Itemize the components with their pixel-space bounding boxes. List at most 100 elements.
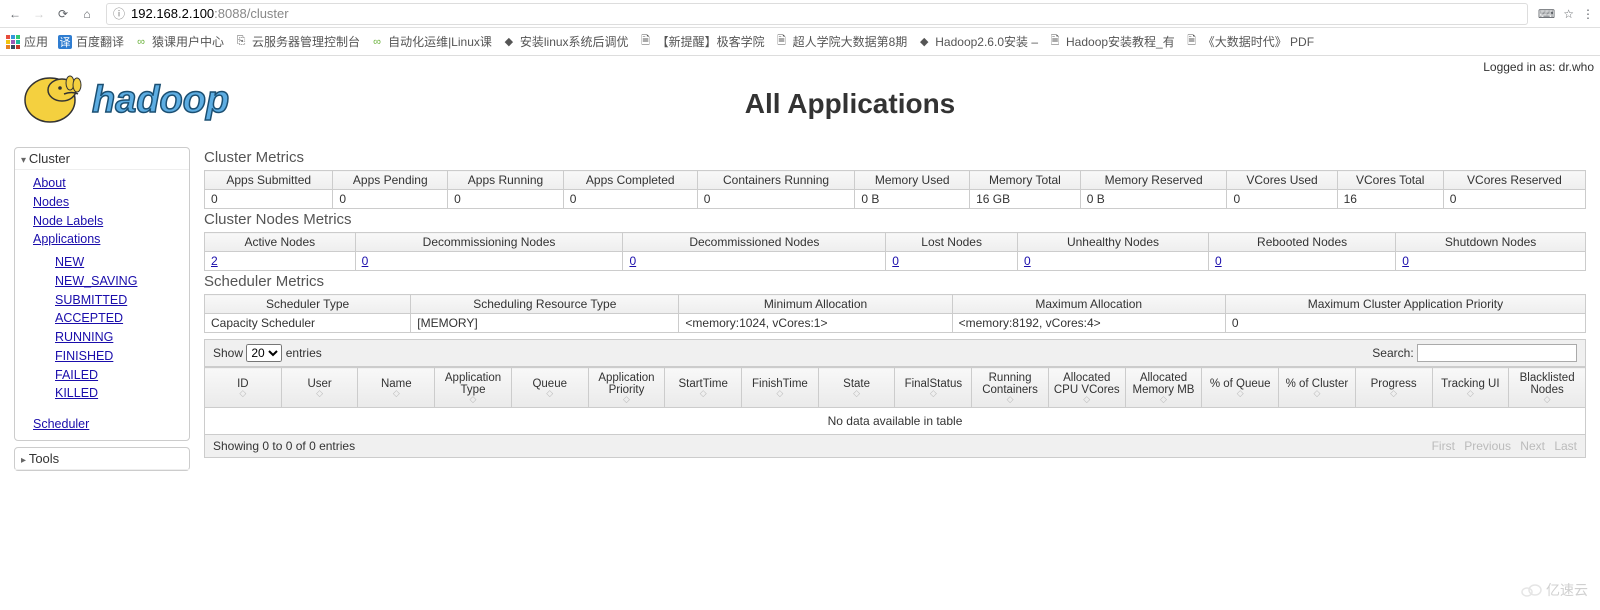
apps-column-header[interactable]: ID◇ xyxy=(205,368,282,408)
sidebar-link-node-labels[interactable]: Node Labels xyxy=(33,212,103,231)
entries-label: entries xyxy=(286,346,322,360)
apps-column-header[interactable]: Running Containers◇ xyxy=(972,368,1049,408)
url-bar[interactable]: ⓘ 192.168.2.100:8088/cluster xyxy=(106,3,1528,25)
sidebar-state-finished[interactable]: FINISHED xyxy=(55,347,113,366)
sidebar-tools-header[interactable]: Tools xyxy=(15,448,189,470)
showing-text: Showing 0 to 0 of 0 entries xyxy=(213,439,355,453)
cluster-metrics-title: Cluster Metrics xyxy=(204,149,1586,166)
sidebar-state-running[interactable]: RUNNING xyxy=(55,328,113,347)
search-input[interactable] xyxy=(1417,344,1577,362)
home-button[interactable]: ⌂ xyxy=(78,5,96,23)
svg-text:hadoop: hadoop xyxy=(92,79,229,121)
menu-icon[interactable]: ⋮ xyxy=(1582,7,1594,21)
back-button[interactable]: ← xyxy=(6,5,24,23)
page-size-control: Show 20 entries xyxy=(213,344,322,362)
metric-value[interactable]: 0 xyxy=(1208,252,1395,271)
metric-value[interactable]: 2 xyxy=(205,252,356,271)
metric-value: 16 GB xyxy=(970,190,1081,209)
bookmark-item[interactable]: ◆安装linux系统后调优 xyxy=(502,33,629,50)
sidebar-link-nodes[interactable]: Nodes xyxy=(33,193,69,212)
bookmark-icon: ◆ xyxy=(502,35,516,49)
column-header: VCores Used xyxy=(1227,171,1337,190)
apps-column-header[interactable]: Queue◇ xyxy=(511,368,588,408)
apps-column-header[interactable]: StartTime◇ xyxy=(665,368,742,408)
column-header: Memory Reserved xyxy=(1080,171,1227,190)
pager-next[interactable]: Next xyxy=(1520,439,1545,453)
column-header: Maximum Allocation xyxy=(952,295,1225,314)
metric-value: 0 xyxy=(1443,190,1585,209)
column-header: Decommissioning Nodes xyxy=(355,233,623,252)
apps-column-header[interactable]: FinishTime◇ xyxy=(742,368,819,408)
bookmark-item[interactable]: 🗎【新提醒】极客学院 xyxy=(639,33,765,50)
metric-value: 0 xyxy=(1225,314,1585,333)
column-header: Shutdown Nodes xyxy=(1396,233,1586,252)
apps-column-header[interactable]: % of Cluster◇ xyxy=(1279,368,1356,408)
metric-value: [MEMORY] xyxy=(411,314,679,333)
column-header: Apps Running xyxy=(448,171,564,190)
main-content: Cluster Metrics Apps SubmittedApps Pendi… xyxy=(204,147,1586,458)
metric-value[interactable]: 0 xyxy=(1017,252,1208,271)
bookmark-item[interactable]: 🗎《大数据时代》 PDF xyxy=(1185,33,1314,50)
login-info: Logged in as: dr.who xyxy=(1483,60,1594,74)
metric-value[interactable]: 0 xyxy=(1396,252,1586,271)
nodes-metrics-table: Active NodesDecommissioning NodesDecommi… xyxy=(204,232,1586,271)
watermark: 亿速云 xyxy=(1521,580,1588,600)
sidebar-state-failed[interactable]: FAILED xyxy=(55,366,98,385)
bookmark-item[interactable]: 🗎Hadoop安装教程_有 xyxy=(1048,33,1175,50)
column-header: Unhealthy Nodes xyxy=(1017,233,1208,252)
table-controls: Show 20 entries Search: xyxy=(204,339,1586,367)
bookmark-item[interactable]: ∞自动化运维|Linux课 xyxy=(370,33,492,50)
sidebar-state-new[interactable]: NEW xyxy=(55,253,84,272)
sidebar-link-scheduler[interactable]: Scheduler xyxy=(33,415,89,434)
apps-column-header[interactable]: Tracking UI◇ xyxy=(1432,368,1509,408)
page-size-select[interactable]: 20 xyxy=(246,344,282,362)
sidebar-state-killed[interactable]: KILLED xyxy=(55,384,98,403)
star-icon[interactable]: ☆ xyxy=(1563,7,1574,21)
forward-button[interactable]: → xyxy=(30,5,48,23)
apps-column-header[interactable]: Blacklisted Nodes◇ xyxy=(1509,368,1586,408)
pager-last[interactable]: Last xyxy=(1554,439,1577,453)
bookmark-icon: ∞ xyxy=(134,35,148,49)
metric-value: 0 xyxy=(1227,190,1337,209)
translate-icon[interactable]: ⌨ xyxy=(1538,7,1555,21)
search-control: Search: xyxy=(1372,344,1577,362)
sidebar-link-applications[interactable]: Applications xyxy=(33,230,100,249)
apps-column-header[interactable]: Allocated Memory MB◇ xyxy=(1125,368,1202,408)
sidebar: Cluster About Nodes Node Labels Applicat… xyxy=(14,147,190,477)
bookmark-item[interactable]: 🗎超人学院大数据第8期 xyxy=(775,33,908,50)
sidebar-state-accepted[interactable]: ACCEPTED xyxy=(55,309,123,328)
sidebar-link-about[interactable]: About xyxy=(33,174,66,193)
apps-column-header[interactable]: Progress◇ xyxy=(1355,368,1432,408)
metric-value: 0 xyxy=(448,190,564,209)
column-header: Minimum Allocation xyxy=(679,295,952,314)
bookmark-item[interactable]: ∞猿课用户中心 xyxy=(134,33,224,50)
metric-value[interactable]: 0 xyxy=(623,252,886,271)
cluster-metrics-table: Apps SubmittedApps PendingApps RunningAp… xyxy=(204,170,1586,209)
apps-column-header[interactable]: Application Type◇ xyxy=(435,368,512,408)
page-title: All Applications xyxy=(314,78,1386,120)
apps-column-header[interactable]: % of Queue◇ xyxy=(1202,368,1279,408)
bookmark-item[interactable]: ⎘云服务器管理控制台 xyxy=(234,33,360,50)
browser-toolbar: ← → ⟳ ⌂ ⓘ 192.168.2.100:8088/cluster ⌨ ☆… xyxy=(0,0,1600,28)
sidebar-state-new-saving[interactable]: NEW_SAVING xyxy=(55,272,137,291)
bookmark-item[interactable]: 译百度翻译 xyxy=(58,33,124,50)
search-label: Search: xyxy=(1372,346,1413,360)
apps-shortcut[interactable]: 应用 xyxy=(6,33,48,50)
apps-column-header[interactable]: Name◇ xyxy=(358,368,435,408)
apps-column-header[interactable]: Allocated CPU VCores◇ xyxy=(1048,368,1125,408)
metric-value[interactable]: 0 xyxy=(886,252,1018,271)
bookmark-item[interactable]: ◆Hadoop2.6.0安装 – xyxy=(917,33,1038,50)
apps-column-header[interactable]: FinalStatus◇ xyxy=(895,368,972,408)
metric-value: 0 B xyxy=(1080,190,1227,209)
reload-button[interactable]: ⟳ xyxy=(54,5,72,23)
pager-prev[interactable]: Previous xyxy=(1464,439,1511,453)
metric-value[interactable]: 0 xyxy=(355,252,623,271)
table-footer: Showing 0 to 0 of 0 entries First Previo… xyxy=(204,435,1586,458)
pager-first[interactable]: First xyxy=(1432,439,1455,453)
hadoop-logo: hadoop xyxy=(14,64,314,133)
apps-column-header[interactable]: Application Priority◇ xyxy=(588,368,665,408)
apps-column-header[interactable]: State◇ xyxy=(818,368,895,408)
apps-column-header[interactable]: User◇ xyxy=(281,368,358,408)
sidebar-state-submitted[interactable]: SUBMITTED xyxy=(55,291,127,310)
sidebar-cluster-header[interactable]: Cluster xyxy=(15,148,189,170)
